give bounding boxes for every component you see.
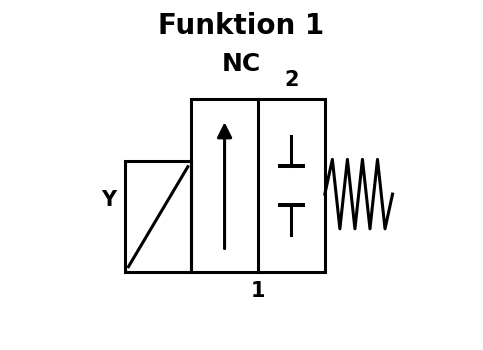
Text: NC: NC (222, 52, 261, 76)
Text: 1: 1 (251, 281, 265, 301)
Text: Y: Y (101, 190, 116, 210)
Text: Funktion 1: Funktion 1 (158, 12, 325, 40)
Text: 2: 2 (284, 70, 298, 90)
